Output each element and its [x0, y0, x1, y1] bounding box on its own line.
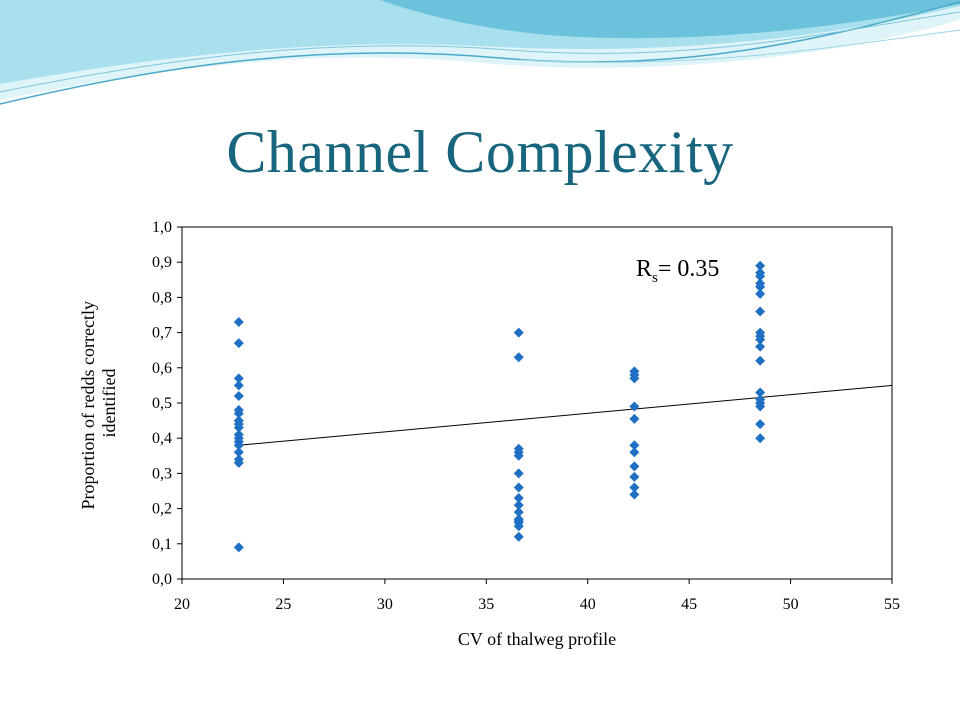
x-tick-label: 40	[580, 596, 596, 613]
wave-dark	[380, 0, 960, 39]
data-point	[629, 447, 640, 458]
data-point	[755, 306, 766, 317]
x-tick-label: 55	[884, 596, 900, 613]
data-points	[233, 260, 766, 553]
y-tick-label: 0,0	[152, 571, 172, 588]
wave-line-2	[0, 11, 960, 93]
y-tick-label: 1,0	[152, 219, 172, 236]
data-point	[513, 468, 524, 479]
wave-line-1	[0, 1, 960, 105]
y-tick-label: 0,9	[152, 254, 172, 271]
data-point	[233, 317, 244, 328]
x-axis-ticks: 20 25 30 35 40 45 50 55	[174, 579, 900, 613]
data-point	[629, 413, 640, 424]
annotation-subscript: s	[652, 270, 658, 286]
data-point	[629, 471, 640, 482]
data-point	[233, 380, 244, 391]
data-point	[233, 338, 244, 349]
data-point	[755, 355, 766, 366]
data-point	[233, 390, 244, 401]
data-point	[233, 408, 244, 419]
data-point	[233, 447, 244, 458]
data-point	[629, 489, 640, 500]
data-point	[755, 419, 766, 430]
plot-area-frame	[181, 226, 893, 580]
data-point	[513, 531, 524, 542]
data-point	[755, 271, 766, 282]
data-point	[513, 493, 524, 504]
data-point	[513, 507, 524, 518]
data-point	[233, 373, 244, 384]
annotation-main: R	[636, 256, 652, 282]
data-point	[233, 542, 244, 553]
y-tick-label: 0,3	[152, 465, 172, 482]
data-point	[513, 327, 524, 338]
data-point	[513, 521, 524, 532]
y-axis-ticks: 0,0 0,1 0,2 0,3 0,4 0,5 0,6 0,7 0,8 0,9 1,0	[152, 219, 182, 588]
y-axis-title-line-1: Proportion of redds correctly	[78, 301, 98, 509]
data-point	[513, 500, 524, 511]
data-point	[755, 288, 766, 299]
data-point	[233, 457, 244, 468]
x-tick-label: 20	[174, 596, 190, 613]
data-point	[755, 260, 766, 271]
y-tick-label: 0,1	[152, 536, 172, 553]
data-point	[629, 482, 640, 493]
x-tick-label: 30	[377, 596, 393, 613]
data-point	[755, 341, 766, 352]
y-tick-label: 0,7	[152, 325, 172, 342]
data-point	[755, 387, 766, 398]
annotation-rest: = 0.35	[658, 256, 720, 282]
trendline	[238, 384, 893, 446]
data-point	[755, 334, 766, 345]
data-point	[513, 482, 524, 493]
x-tick-label: 35	[478, 596, 494, 613]
data-point	[755, 401, 766, 412]
x-tick-label: 25	[275, 596, 291, 613]
data-point	[233, 422, 244, 433]
data-point	[629, 461, 640, 472]
data-point	[629, 373, 640, 384]
data-point	[233, 440, 244, 451]
data-point	[513, 450, 524, 461]
x-axis-title: CV of thalweg profile	[458, 629, 616, 649]
x-tick-label: 45	[681, 596, 697, 613]
y-tick-label: 0,5	[152, 395, 172, 412]
y-tick-label: 0,4	[152, 430, 172, 447]
data-point	[629, 401, 640, 412]
page-title: Channel Complexity	[226, 119, 734, 185]
y-tick-label: 0,2	[152, 501, 172, 518]
y-axis-title: Proportion of redds correctly identified	[78, 297, 119, 510]
correlation-annotation: Rs= 0.35	[636, 256, 719, 286]
data-point	[513, 352, 524, 363]
y-axis-title-line-2: identified	[99, 369, 119, 438]
data-point	[755, 281, 766, 292]
y-tick-label: 0,8	[152, 289, 172, 306]
data-point	[629, 440, 640, 451]
wave-line-3	[519, 29, 960, 63]
y-tick-label: 0,6	[152, 360, 172, 377]
x-tick-label: 50	[783, 596, 799, 613]
data-point	[755, 433, 766, 444]
